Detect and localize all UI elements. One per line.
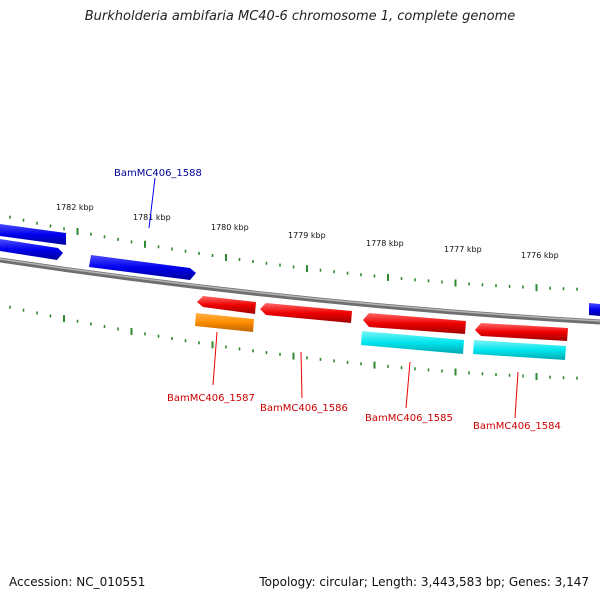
forward-genes	[0, 224, 600, 316]
leader-line	[514, 371, 519, 419]
scale-ticks-upper	[9, 215, 578, 292]
scale-label: 1780 kbp	[211, 223, 249, 232]
rna-feature-block[interactable]	[195, 313, 254, 332]
leader-line	[148, 177, 156, 229]
accession-text: Accession: NC_010551	[9, 575, 146, 589]
scale-label: 1781 kbp	[133, 213, 171, 222]
reverse-genes	[197, 296, 568, 341]
gene-label[interactable]: BamMC406_1584	[473, 421, 561, 432]
scale-labels: 1782 kbp 1781 kbp 1780 kbp 1779 kbp 1778…	[56, 203, 559, 260]
gene-arrow-forward[interactable]	[589, 303, 600, 316]
gene-arrow-forward[interactable]	[0, 224, 66, 245]
gene-arrow-forward[interactable]	[89, 255, 196, 280]
scale-label: 1778 kbp	[366, 239, 404, 248]
backbone-highlight	[0, 258, 600, 322]
cds-feature-block[interactable]	[473, 340, 566, 360]
genome-info-text: Topology: circular; Length: 3,443,583 bp…	[259, 575, 589, 589]
gene-label[interactable]: BamMC406_1586	[260, 403, 348, 414]
gene-arrow-forward[interactable]	[0, 239, 63, 260]
chromosome-backbone	[0, 257, 600, 325]
leader-line	[405, 361, 411, 409]
leader-line	[300, 351, 303, 399]
scale-label: 1777 kbp	[444, 245, 482, 254]
feature-blocks	[195, 313, 566, 360]
gene-label[interactable]: BamMC406_1588	[114, 168, 202, 179]
gene-arrow-reverse[interactable]	[475, 323, 568, 341]
gene-arrow-reverse[interactable]	[197, 296, 256, 314]
scale-label: 1779 kbp	[288, 231, 326, 240]
gene-arrow-reverse[interactable]	[363, 313, 466, 334]
scale-label: 1782 kbp	[56, 203, 94, 212]
scale-label: 1776 kbp	[521, 251, 559, 260]
cds-feature-block[interactable]	[361, 331, 464, 354]
leader-line	[212, 331, 218, 386]
map-title: Burkholderia ambifaria MC40-6 chromosome…	[84, 9, 516, 24]
gene-label[interactable]: BamMC406_1585	[365, 413, 453, 424]
gene-labels: BamMC406_1588 BamMC406_1587 BamMC406_158…	[114, 168, 561, 432]
scale-ticks-lower	[9, 305, 578, 381]
gene-arrow-reverse[interactable]	[260, 303, 352, 323]
gene-label[interactable]: BamMC406_1587	[167, 393, 255, 404]
label-leaders	[148, 177, 519, 419]
